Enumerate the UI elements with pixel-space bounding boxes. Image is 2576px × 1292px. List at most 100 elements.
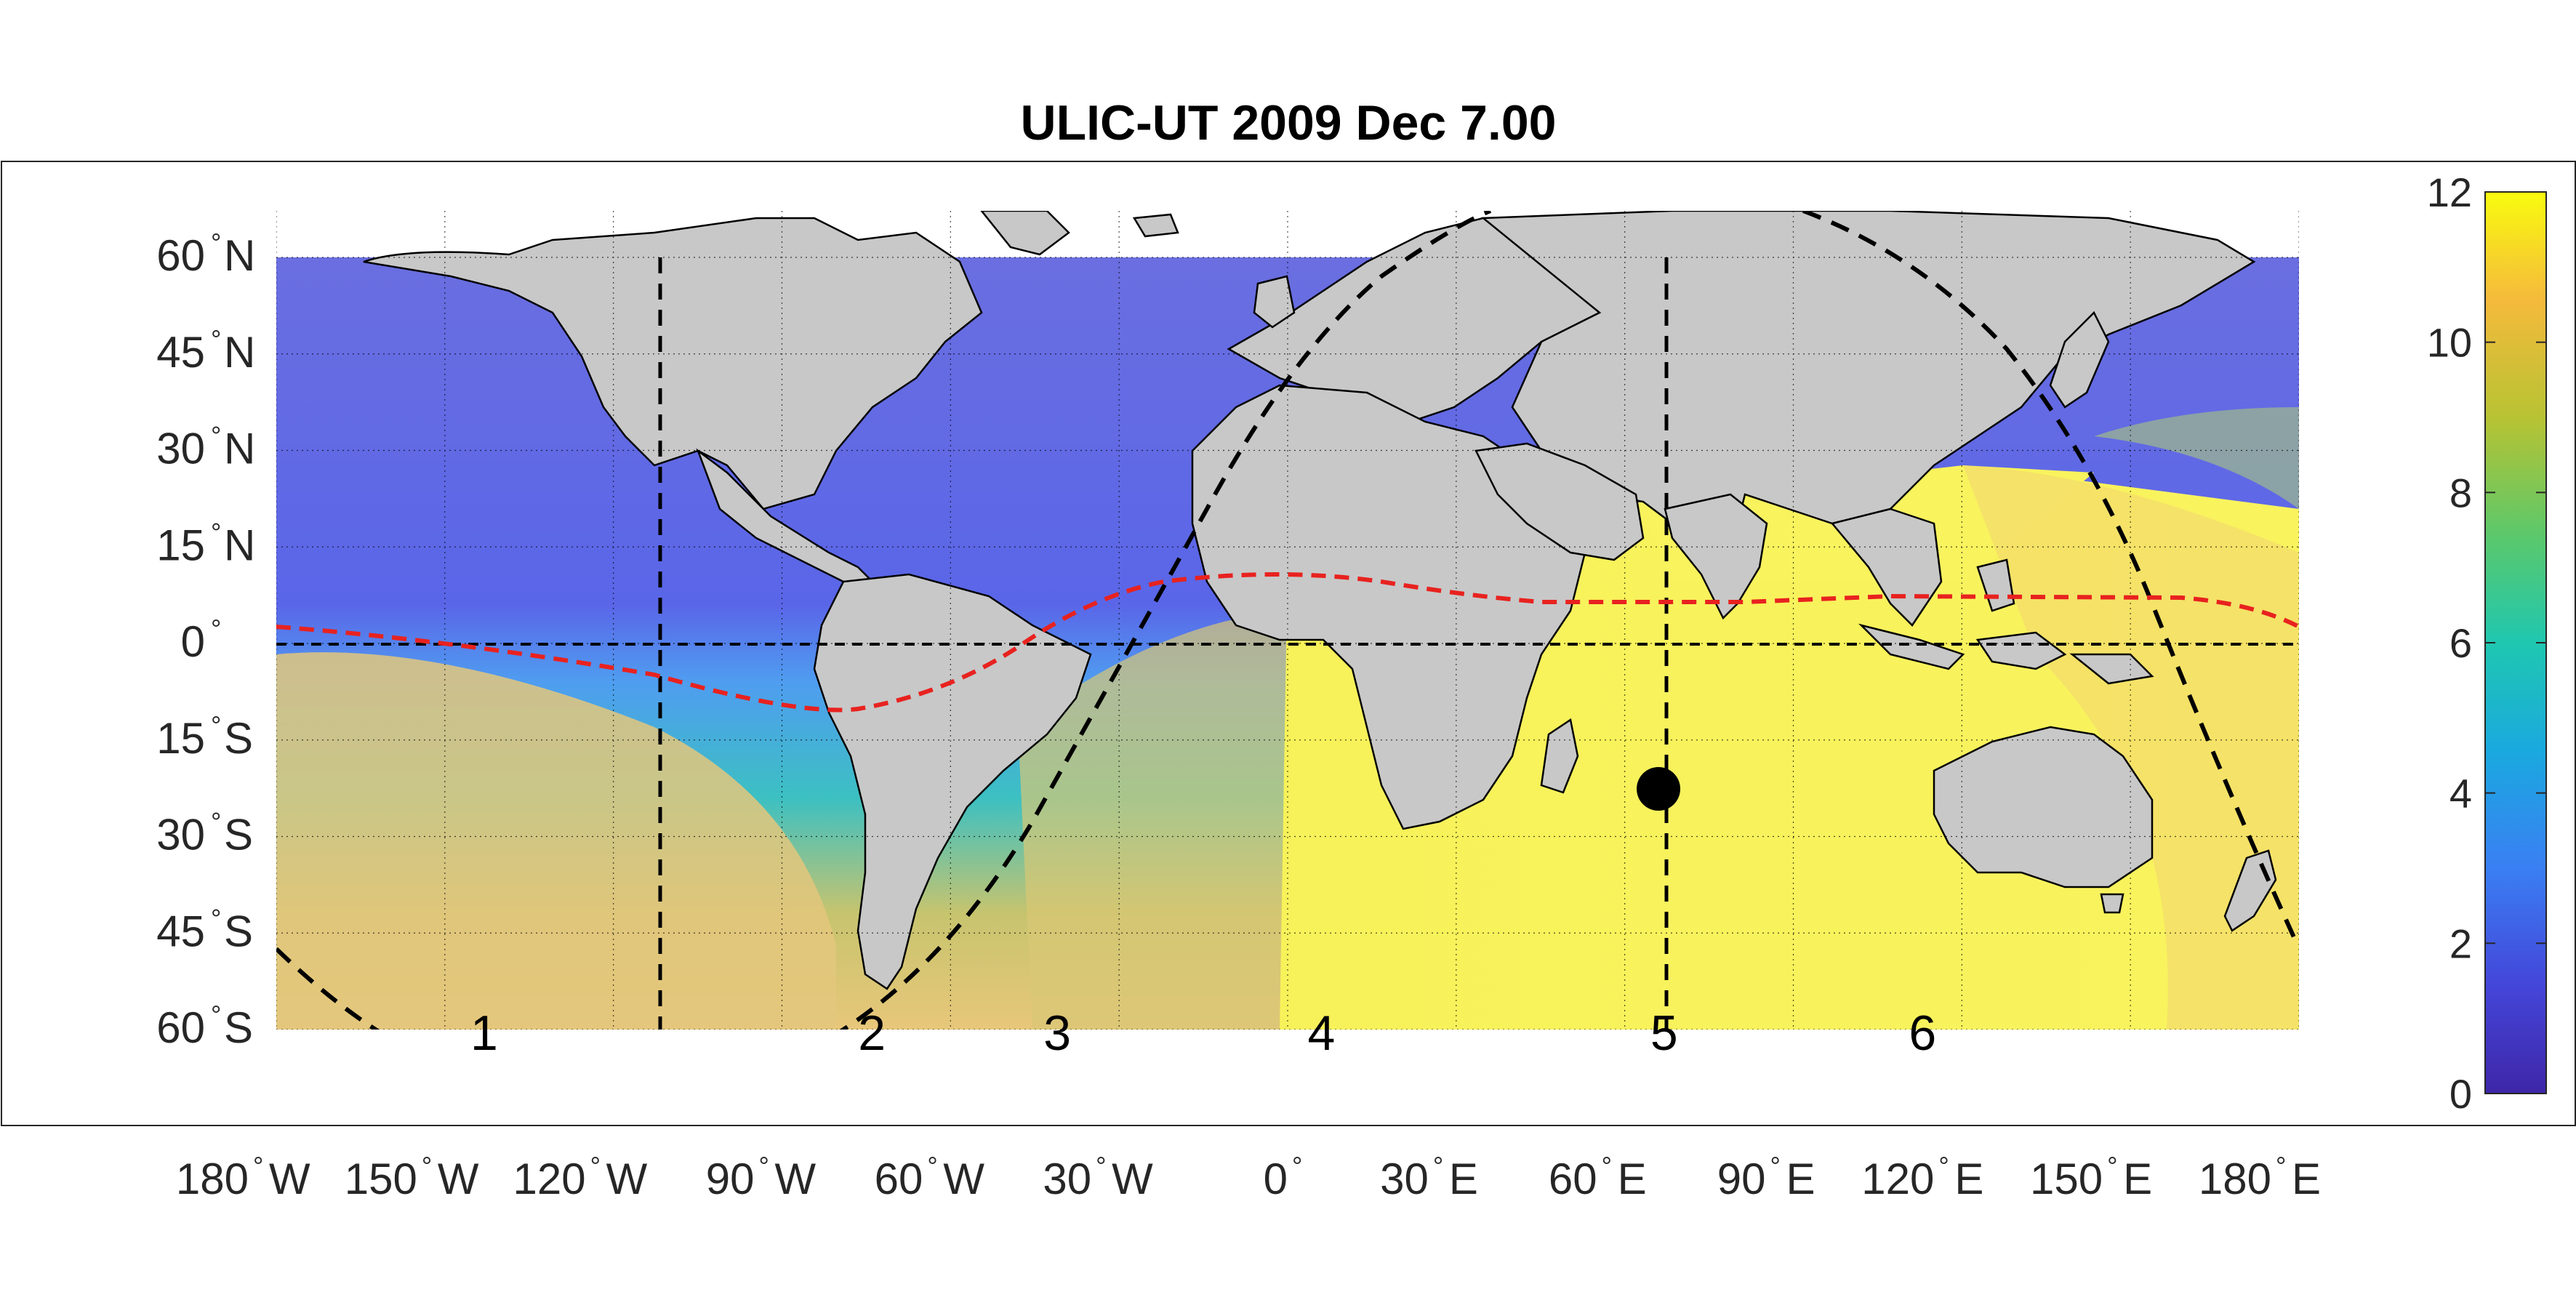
latitude-label: 0 ° [181, 614, 222, 666]
longitude-degree: 60 [1549, 1155, 1597, 1203]
longitude-label: 150 ° W [345, 1151, 479, 1203]
latitude-label: 45 ° S [156, 903, 253, 955]
degree-symbol: ° [211, 228, 221, 257]
colorbar-tick-label: 8 [2449, 470, 2472, 515]
west-pacific-warm [1963, 465, 2299, 1030]
longitude-label: 90 ° W [706, 1151, 816, 1203]
latitude-label: 30 ° N [156, 421, 255, 473]
longitude-degree: 150 [345, 1155, 417, 1203]
longitude-label: 30 ° E [1380, 1151, 1478, 1203]
latitude-degree: 0 [181, 617, 205, 666]
degree-symbol: ° [211, 903, 221, 933]
latitude-label: 45 ° N [156, 324, 255, 377]
longitude-hemisphere: E [1954, 1155, 1983, 1203]
latitude-label: 60 ° S [156, 1000, 253, 1052]
longitude-hemisphere: W [606, 1155, 648, 1203]
zone-number: 6 [1909, 1006, 1936, 1061]
colorbar-tick-label: 4 [2449, 771, 2472, 816]
latitude-hemisphere: S [224, 714, 253, 763]
degree-symbol: ° [927, 1151, 937, 1181]
latitude-hemisphere: S [224, 907, 253, 955]
colorbar-tick-label: 2 [2449, 920, 2472, 966]
latitude-degree: 15 [156, 521, 205, 569]
longitude-degree: 180 [176, 1155, 249, 1203]
degree-symbol: ° [211, 1000, 221, 1030]
red-curve [276, 572, 2299, 713]
longitude-hemisphere: E [2123, 1155, 2152, 1203]
longitude-hemisphere: W [1112, 1155, 1153, 1203]
longitude-label: 0 ° [1264, 1151, 1303, 1203]
zone-number: 1 [470, 1006, 498, 1061]
latitude-labels: 60 ° N45 ° N30 ° N15 ° N0 °15 ° S30 ° S45 ° S60 ° S [156, 228, 255, 1052]
longitude-hemisphere: E [1618, 1155, 1647, 1203]
longitude-label: 120 ° W [513, 1151, 648, 1203]
degree-symbol: ° [2107, 1151, 2117, 1181]
map-panel [276, 211, 2299, 1030]
longitude-degree: 90 [1717, 1155, 1766, 1203]
latitude-hemisphere: N [224, 521, 255, 569]
degree-symbol: ° [1096, 1151, 1106, 1181]
degree-symbol: ° [1938, 1151, 1949, 1181]
degree-symbol: ° [253, 1151, 263, 1181]
latitude-label: 30 ° S [156, 807, 253, 859]
latitude-degree: 30 [156, 811, 205, 859]
tropical-pacific-teal [2094, 407, 2299, 509]
longitude-label: 30 ° W [1043, 1151, 1153, 1203]
longitude-label: 180 ° W [176, 1151, 310, 1203]
longitude-label: 60 ° W [875, 1151, 985, 1203]
figure-title: ULIC-UT 2009 Dec 7.00 [1021, 95, 1557, 151]
degree-symbol: ° [211, 807, 221, 837]
zone-number: 4 [1307, 1006, 1335, 1061]
terminator-curve-main [839, 211, 1492, 1030]
latitude-label: 60 ° N [156, 228, 255, 280]
longitude-degree: 90 [706, 1155, 755, 1203]
terminator-curve-east [1802, 211, 2299, 947]
terminator-curve-west [276, 947, 380, 1030]
longitude-labels: 180 ° W 150 ° W 120 ° W 90 ° W 60 ° W 30 ° W 0 ° 30 ° E 60 ° E 90 °… [176, 1151, 2321, 1203]
longitude-hemisphere: W [438, 1155, 479, 1203]
degree-symbol: ° [1292, 1151, 1302, 1181]
latitude-degree: 60 [156, 231, 205, 280]
degree-symbol: ° [422, 1151, 432, 1181]
longitude-degree: 30 [1380, 1155, 1429, 1203]
degree-symbol: ° [211, 324, 221, 354]
longitude-label: 150 ° E [2030, 1151, 2152, 1203]
longitude-hemisphere: W [269, 1155, 310, 1203]
longitude-label: 180 ° E [2199, 1151, 2321, 1203]
latitude-degree: 60 [156, 1003, 205, 1052]
longitude-label: 90 ° E [1717, 1151, 1815, 1203]
subsolar-point-marker [1637, 767, 1681, 811]
zone-number: 2 [858, 1006, 886, 1061]
degree-symbol: ° [1770, 1151, 1781, 1181]
longitude-degree: 60 [875, 1155, 923, 1203]
longitude-hemisphere: E [1449, 1155, 1478, 1203]
longitude-hemisphere: E [2292, 1155, 2321, 1203]
colorbar-tick-label: 0 [2449, 1071, 2472, 1117]
latitude-degree: 15 [156, 714, 205, 763]
longitude-label: 120 ° E [1861, 1151, 1983, 1203]
colorbar: 0 2 4 6 8 10 12 [2427, 169, 2547, 1117]
zone-number: 5 [1650, 1006, 1678, 1061]
degree-symbol: ° [1602, 1151, 1612, 1181]
longitude-hemisphere: W [775, 1155, 816, 1203]
longitude-label: 60 ° E [1549, 1151, 1647, 1203]
longitude-degree: 150 [2030, 1155, 2103, 1203]
latitude-label: 15 ° S [156, 710, 253, 763]
degree-symbol: ° [211, 614, 221, 643]
colorbar-tick-label: 10 [2427, 320, 2472, 366]
degree-symbol: ° [211, 517, 221, 547]
colorbar-ticks: 0 2 4 6 8 10 12 [2427, 169, 2546, 1117]
latitude-hemisphere: N [224, 328, 255, 377]
longitude-degree: 180 [2199, 1155, 2271, 1203]
graticule [276, 211, 2299, 1030]
colorbar-tick-label: 12 [2427, 169, 2472, 215]
south-pacific-warm [276, 652, 836, 1030]
latitude-degree: 45 [156, 328, 205, 377]
longitude-degree: 120 [1861, 1155, 1934, 1203]
longitude-degree: 30 [1043, 1155, 1091, 1203]
latitude-degree: 45 [156, 907, 205, 955]
axes-box [1, 161, 2576, 1126]
latitude-degree: 30 [156, 425, 205, 473]
degree-symbol: ° [590, 1151, 601, 1181]
